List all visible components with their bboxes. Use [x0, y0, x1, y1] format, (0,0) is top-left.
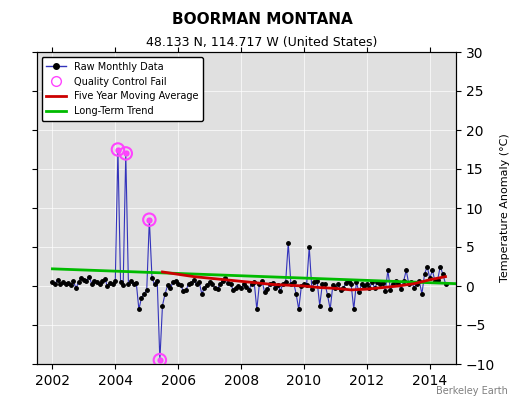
- Y-axis label: Temperature Anomaly (°C): Temperature Anomaly (°C): [500, 134, 510, 282]
- Text: BOORMAN MONTANA: BOORMAN MONTANA: [172, 12, 352, 27]
- Point: [145, 216, 154, 223]
- Text: 48.133 N, 114.717 W (United States): 48.133 N, 114.717 W (United States): [146, 36, 378, 49]
- Point: [122, 150, 130, 156]
- Legend: Raw Monthly Data, Quality Control Fail, Five Year Moving Average, Long-Term Tren: Raw Monthly Data, Quality Control Fail, …: [41, 57, 203, 121]
- Text: Berkeley Earth: Berkeley Earth: [436, 386, 508, 396]
- Point: [122, 150, 130, 156]
- Point: [156, 357, 164, 363]
- Point: [114, 146, 122, 153]
- Point: [145, 216, 154, 223]
- Point: [114, 146, 122, 153]
- Point: [156, 357, 164, 363]
